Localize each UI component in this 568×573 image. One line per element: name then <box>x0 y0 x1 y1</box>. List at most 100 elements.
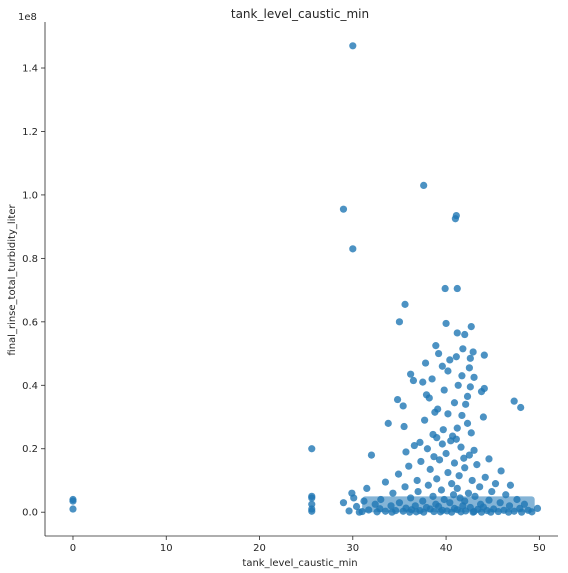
data-point <box>453 329 461 337</box>
data-point <box>433 475 441 483</box>
data-point <box>467 429 475 437</box>
data-point <box>371 500 379 508</box>
y-tick-label: 0.6 <box>22 317 38 328</box>
data-point <box>510 397 518 405</box>
data-point <box>349 245 357 253</box>
data-point <box>405 462 413 470</box>
data-point <box>477 508 486 516</box>
x-tick-label: 0 <box>70 543 76 554</box>
data-point <box>432 342 440 350</box>
data-point <box>496 499 504 507</box>
data-point <box>365 506 373 514</box>
x-tick-label: 10 <box>160 543 173 554</box>
data-point <box>441 284 449 293</box>
chart-title: tank_level_caustic_min <box>231 7 369 21</box>
x-tick-label: 40 <box>440 543 453 554</box>
data-point <box>464 489 473 497</box>
data-point <box>446 499 454 507</box>
data-point <box>463 419 472 427</box>
data-point <box>69 497 77 505</box>
data-point <box>308 494 316 502</box>
data-point <box>424 481 432 489</box>
data-point <box>401 483 409 491</box>
data-point <box>465 364 473 372</box>
data-point <box>444 367 452 375</box>
data-point <box>437 486 446 494</box>
data-point <box>395 499 404 507</box>
y-tick-label: 1.0 <box>22 190 38 201</box>
data-point <box>429 492 437 500</box>
data-point <box>505 502 514 510</box>
data-point <box>435 456 444 464</box>
data-point <box>477 388 486 396</box>
y-ticks: 0.0 0.2 0.4 0.6 0.8 1.0 1.2 1.4 <box>22 64 45 519</box>
data-point <box>469 508 477 516</box>
data-point <box>394 470 403 478</box>
y-tick-label: 0.4 <box>22 381 38 392</box>
data-point <box>308 507 316 515</box>
data-point <box>518 508 526 516</box>
y-offset-label: 1e8 <box>18 12 37 23</box>
data-point <box>399 402 407 410</box>
data-point <box>471 492 479 500</box>
data-point <box>407 370 415 378</box>
data-point <box>491 480 500 488</box>
data-point <box>502 491 510 499</box>
data-point <box>517 403 525 412</box>
data-point <box>465 451 473 459</box>
data-point <box>339 499 348 507</box>
data-point <box>352 502 361 511</box>
data-point <box>467 322 475 331</box>
data-point <box>409 376 418 385</box>
y-axis-label: final_rinse_total_turbidity_liter <box>7 204 18 356</box>
data-point <box>453 284 461 293</box>
data-point <box>389 489 397 497</box>
data-point <box>438 362 446 370</box>
data-point <box>400 422 408 431</box>
data-point <box>413 476 421 485</box>
data-point <box>513 495 521 504</box>
data-point <box>395 318 404 326</box>
data-point <box>69 505 77 513</box>
x-ticks: 0 10 20 30 40 50 <box>70 536 546 554</box>
data-point <box>436 508 445 516</box>
data-point <box>423 445 432 453</box>
y-tick-label: 0.0 <box>22 508 38 519</box>
data-point <box>461 330 469 339</box>
data-point <box>469 348 477 356</box>
data-point <box>360 497 368 505</box>
data-point <box>388 508 396 516</box>
x-tick-label: 30 <box>346 543 359 554</box>
data-point <box>406 508 414 516</box>
data-point <box>447 437 455 445</box>
data-point <box>363 484 371 493</box>
data-point <box>425 394 433 402</box>
data-point <box>407 494 415 502</box>
data-point <box>428 375 436 383</box>
data-point <box>451 215 459 223</box>
data-point <box>460 454 468 462</box>
data-point <box>533 504 542 512</box>
data-point <box>414 487 422 496</box>
data-point <box>458 372 466 380</box>
data-point <box>387 502 395 510</box>
data-point <box>497 467 505 475</box>
data-point <box>421 359 430 367</box>
data-point <box>399 507 407 515</box>
data-point <box>494 507 502 516</box>
data-point <box>504 508 513 516</box>
data-point <box>433 434 441 442</box>
y-tick-label: 0.8 <box>22 254 38 265</box>
data-point <box>430 453 438 461</box>
data-point <box>345 507 353 515</box>
data-point <box>457 443 465 451</box>
data-point <box>431 408 439 416</box>
data-point <box>479 413 487 421</box>
data-point <box>440 386 448 394</box>
data-point <box>461 464 469 472</box>
data-point <box>444 468 452 477</box>
data-point <box>308 445 316 453</box>
data-point <box>452 353 460 361</box>
data-point <box>506 481 515 489</box>
